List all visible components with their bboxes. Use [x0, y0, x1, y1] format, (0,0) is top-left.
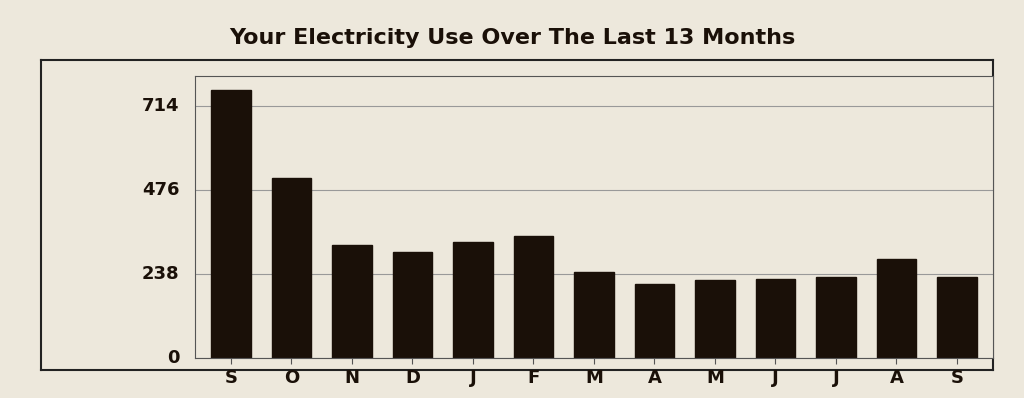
Bar [937, 277, 977, 358]
Bar [514, 236, 553, 358]
Bar [393, 252, 432, 358]
Text: 714: 714 [141, 97, 179, 115]
Bar [574, 272, 613, 358]
Text: 238: 238 [141, 265, 179, 283]
Bar [816, 277, 856, 358]
Text: 0: 0 [167, 349, 179, 367]
Text: 476: 476 [141, 181, 179, 199]
Bar [332, 245, 372, 358]
Bar [877, 259, 916, 358]
Bar [756, 279, 795, 358]
Bar [695, 281, 734, 358]
Bar [271, 178, 311, 358]
Bar [454, 242, 493, 358]
Bar [635, 284, 674, 358]
Bar [211, 90, 251, 358]
Text: Your Electricity Use Over The Last 13 Months: Your Electricity Use Over The Last 13 Mo… [229, 28, 795, 48]
